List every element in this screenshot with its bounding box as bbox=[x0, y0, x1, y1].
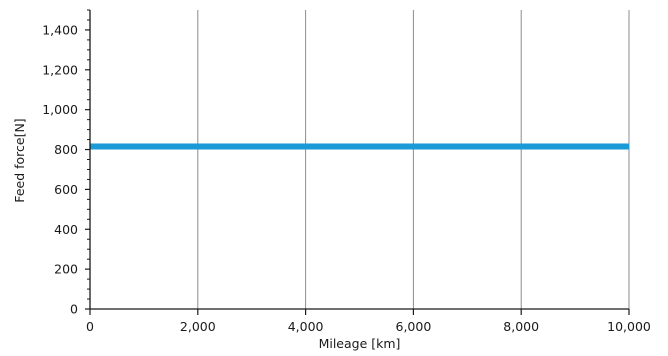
grid bbox=[197, 10, 630, 309]
y-tick-label: 800 bbox=[54, 142, 78, 157]
x-tick-label: 0 bbox=[86, 319, 94, 334]
x-tick-label: 4,000 bbox=[288, 319, 324, 334]
x-tick-label: 10,000 bbox=[607, 319, 651, 334]
y-tick-label: 1,000 bbox=[42, 102, 78, 117]
y-axis-ticks: 0 200 400 600 800 1,000 1,200 1,400 bbox=[42, 9, 90, 317]
axes bbox=[89, 10, 629, 310]
x-tick-label: 2,000 bbox=[180, 319, 216, 334]
y-axis-title: Feed force[N] bbox=[12, 118, 27, 202]
x-tick-label: 8,000 bbox=[503, 319, 539, 334]
y-tick-label: 0 bbox=[70, 302, 78, 317]
x-axis-title: Mileage [km] bbox=[319, 336, 401, 351]
y-tick-label: 400 bbox=[54, 222, 78, 237]
y-tick-label: 600 bbox=[54, 182, 78, 197]
x-axis-ticks: 0 2,000 4,000 6,000 8,000 10,000 bbox=[86, 309, 651, 334]
x-tick-label: 6,000 bbox=[396, 319, 432, 334]
y-tick-label: 200 bbox=[54, 262, 78, 277]
y-tick-label: 1,200 bbox=[42, 62, 78, 77]
y-tick-label: 1,400 bbox=[42, 22, 78, 37]
